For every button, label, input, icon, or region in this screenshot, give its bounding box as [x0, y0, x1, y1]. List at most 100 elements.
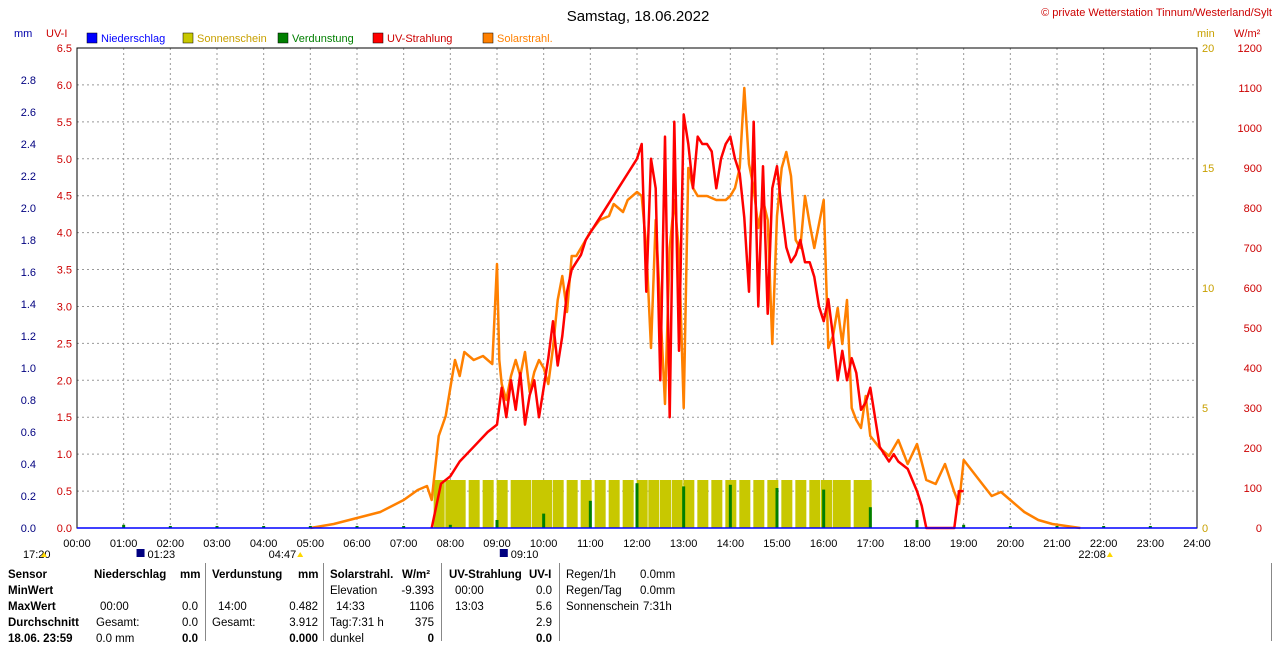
- solar-elev-label: Elevation: [330, 585, 378, 597]
- evaporation-bar: [728, 484, 732, 528]
- evaporation-bar: [402, 526, 406, 528]
- sunshine-bar: [753, 480, 765, 528]
- evaporation-bar: [775, 488, 779, 528]
- sunshine-bar: [739, 480, 751, 528]
- uv-avg-val: 2.9: [536, 617, 552, 629]
- tick-label-wm2: 600: [1244, 283, 1262, 295]
- evaporation-bar: [1102, 526, 1106, 528]
- row-label-min: MinWert: [8, 585, 54, 597]
- sunshine-bar: [552, 480, 564, 528]
- tick-label-mm: 2.8: [21, 75, 36, 87]
- sunshine-bar: [660, 480, 671, 528]
- evaporation-bar: [1055, 526, 1059, 528]
- tick-label-mm: 1.4: [21, 299, 36, 311]
- tick-label-uv: 3.0: [57, 301, 72, 313]
- moon-marker-icon: [136, 549, 145, 557]
- sun-marker-icon: [1106, 552, 1113, 557]
- row-label-sensor: Sensor: [8, 569, 47, 581]
- sunshine-bar: [531, 480, 543, 528]
- evaporation-bar: [962, 524, 966, 528]
- sunshine-bar: [496, 480, 508, 528]
- moon-marker-icon: [499, 549, 508, 557]
- evaporation-bar: [308, 526, 312, 528]
- tick-label-x: 06:00: [343, 538, 371, 550]
- solar-dunkel-label: dunkel: [330, 633, 364, 645]
- tick-label-x: 10:00: [530, 538, 558, 550]
- tick-label-wm2: 300: [1244, 403, 1262, 415]
- niederschlag-gesamt-label: Gesamt:: [96, 617, 140, 629]
- tick-label-uv: 0.5: [57, 486, 72, 498]
- sun-marker-label: 04:47: [269, 549, 297, 561]
- sun-marker-label: 22:08: [1078, 549, 1106, 561]
- sonnenschein-label: Sonnenschein: [566, 601, 639, 613]
- evaporation-bar: [915, 520, 919, 528]
- evaporation-bar: [168, 526, 172, 528]
- tick-label-mm: 1.0: [21, 363, 36, 375]
- evaporation-bar: [635, 483, 639, 528]
- tick-label-wm2: 900: [1244, 163, 1262, 175]
- tick-label-wm2: 1200: [1238, 43, 1262, 55]
- tick-label-x: 23:00: [1137, 538, 1165, 550]
- sunshine-bar: [671, 480, 683, 528]
- tick-label-x: 18:00: [903, 538, 931, 550]
- uv-max-val: 5.6: [536, 601, 552, 613]
- sunshine-bar: [809, 480, 821, 528]
- regen-1h-val: 0.0mm: [640, 569, 676, 581]
- legend-label: Niederschlag: [101, 33, 165, 45]
- evaporation-bar: [448, 524, 452, 528]
- tick-label-x: 09:00: [483, 538, 511, 550]
- sunshine-bar: [711, 480, 723, 528]
- plot-area: 0.0 0.2 0.4 0.6 0.8 1.0 1.2 1.4 1.6 1.8 2.0 2.2 2.4 2…: [21, 43, 1262, 561]
- tick-label-x: 20:00: [997, 538, 1025, 550]
- tick-label-min: 5: [1202, 403, 1208, 415]
- tick-label-x: 07:00: [390, 538, 418, 550]
- verdunstung-unit: mm: [298, 569, 319, 581]
- legend-swatch: [182, 32, 194, 44]
- verdunstung-last-val: 0.000: [289, 633, 318, 645]
- tick-label-uv: 6.5: [57, 43, 72, 55]
- tick-label-mm: 1.6: [21, 267, 36, 279]
- sunshine-bar: [795, 480, 807, 528]
- tick-label-uv: 1.0: [57, 449, 72, 461]
- tick-label-wm2: 0: [1256, 523, 1262, 535]
- tick-label-mm: 0.6: [21, 427, 36, 439]
- sonnenschein-val: 7:31h: [643, 601, 672, 613]
- tick-label-mm: 2.4: [21, 139, 36, 151]
- solar-elev-val: -9.393: [401, 585, 434, 597]
- legend-swatch: [482, 32, 494, 44]
- column-separator: [441, 563, 442, 641]
- legend-swatch: [86, 32, 98, 44]
- sunshine-bar: [781, 480, 793, 528]
- evaporation-bar: [1148, 526, 1152, 528]
- tick-label-min: 0: [1202, 523, 1208, 535]
- axis-unit-mm: mm: [14, 28, 32, 40]
- sunshine-bar: [683, 480, 695, 528]
- tick-label-min: 20: [1202, 43, 1214, 55]
- sunshine-bar: [608, 480, 620, 528]
- row-label-last: 18.06. 23:59: [8, 633, 73, 645]
- tick-label-x: 22:00: [1090, 538, 1118, 550]
- sunshine-bar: [839, 480, 851, 528]
- niederschlag-max-time: 00:00: [100, 601, 129, 613]
- chart-title: Samstag, 18.06.2022: [567, 8, 710, 25]
- regen-tag-val: 0.0mm: [640, 585, 676, 597]
- tick-label-uv: 5.0: [57, 154, 72, 166]
- tick-label-x: 15:00: [763, 538, 791, 550]
- sunshine-bar: [648, 480, 660, 528]
- uv-header: UV-Strahlung: [449, 569, 522, 581]
- sunshine-bar: [697, 480, 709, 528]
- verdunstung-gesamt-val: 3.912: [289, 617, 318, 629]
- sunshine-bar: [445, 480, 457, 528]
- sunshine-bar: [541, 480, 552, 528]
- tick-label-wm2: 1000: [1238, 123, 1262, 135]
- tick-label-mm: 2.6: [21, 107, 36, 119]
- tick-label-x: 08:00: [437, 538, 465, 550]
- tick-label-wm2: 200: [1244, 443, 1262, 455]
- tick-label-uv: 2.5: [57, 338, 72, 350]
- niederschlag-last-val: 0.0 mm: [96, 633, 135, 645]
- solar-unit: W/m²: [402, 569, 431, 581]
- evaporation-bar: [682, 486, 686, 528]
- regen-tag-label: Regen/Tag: [566, 585, 622, 597]
- tick-label-wm2: 100: [1244, 483, 1262, 495]
- sunshine-bar: [482, 480, 494, 528]
